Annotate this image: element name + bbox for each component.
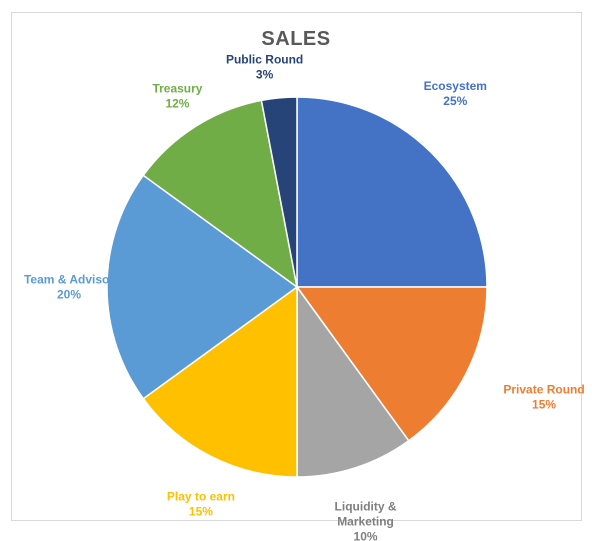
pie-slice-treasury <box>142 99 299 289</box>
pie-slice-liquidity-and-marketing <box>296 284 410 478</box>
data-label-ecosystem: Ecosystem 25% <box>424 79 487 108</box>
pie-slice-team-and-advisor <box>106 174 299 400</box>
pie-slices <box>106 96 488 478</box>
pie-slice-play-to-earn <box>142 285 298 478</box>
pie-data-labels: Ecosystem 25% Private Round 15% Liquidity & M… <box>24 53 585 541</box>
data-label-public-round: Public Round 3% <box>226 53 303 82</box>
data-label-liquidity-and-marketing: Liquidity & Marketing 10% <box>335 499 397 541</box>
data-label-play-to-earn: Play to earn 15% <box>167 490 235 519</box>
pie-slice-public-round <box>260 96 298 288</box>
data-label-team-and-advisor: Team & Advisor 20% <box>24 273 114 302</box>
data-label-treasury: Treasury 12% <box>152 82 202 111</box>
pie-slice-private-round <box>295 286 488 442</box>
data-label-private-round: Private Round 15% <box>503 383 584 412</box>
pie-slice-ecosystem <box>296 96 488 288</box>
chart-title: SALES <box>261 28 331 50</box>
